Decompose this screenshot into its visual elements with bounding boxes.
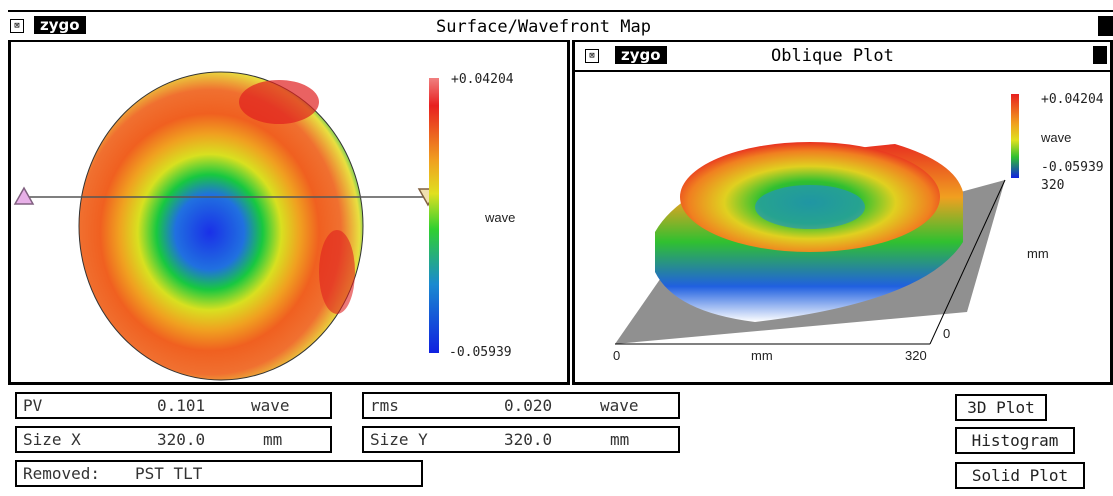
- rms-value: 0.020: [504, 396, 553, 415]
- map-colorbar-unit: wave: [485, 210, 516, 225]
- rms-unit: wave: [600, 396, 639, 415]
- surface-map-disk: [78, 71, 364, 381]
- pv-label: PV: [23, 396, 43, 415]
- oblique-y-axis-min: 0: [943, 326, 951, 341]
- map-colorbar-min: -0.05939: [449, 345, 512, 360]
- oblique-3d-plot: [615, 94, 1019, 345]
- window-title: Surface/Wavefront Map: [436, 17, 651, 37]
- size-y-unit: mm: [610, 430, 630, 449]
- map-colorbar: [429, 78, 439, 353]
- oblique-colorbar-unit: wave: [1041, 130, 1072, 145]
- size-x-field: Size X 320.0 mm: [15, 426, 332, 453]
- map-colorbar-max: +0.04204: [451, 72, 514, 87]
- pv-unit: wave: [251, 396, 290, 415]
- rms-field: rms 0.020 wave: [362, 392, 680, 419]
- size-x-value: 320.0: [157, 430, 206, 449]
- oblique-colorbar: [1011, 94, 1019, 178]
- size-x-label: Size X: [23, 430, 81, 449]
- oblique-title-bar: ⊠ zygo Oblique Plot: [575, 42, 1113, 72]
- oblique-bowl-center: [755, 185, 865, 229]
- hot-spot-upper-right: [239, 80, 319, 124]
- size-y-value: 320.0: [504, 430, 553, 449]
- oblique-plot-panel: ⊠ zygo Oblique Plot: [572, 40, 1113, 385]
- rms-label: rms: [370, 396, 399, 415]
- oblique-x-axis-label: mm: [751, 348, 773, 363]
- removed-label: Removed:: [23, 464, 101, 483]
- removed-field: Removed: PST TLT: [15, 460, 423, 487]
- profile-start-marker-icon[interactable]: [13, 186, 35, 205]
- pv-field: PV 0.101 wave: [15, 392, 332, 419]
- oblique-menu-icon[interactable]: ⊠: [585, 49, 599, 63]
- oblique-title: Oblique Plot: [771, 46, 894, 66]
- surface-map-panel: +0.04204 wave -0.05939: [8, 40, 570, 385]
- oblique-colorbar-extra: 320: [1041, 178, 1065, 193]
- size-y-field: Size Y 320.0 mm: [362, 426, 680, 453]
- zygo-logo: zygo: [34, 16, 86, 34]
- histogram-button[interactable]: Histogram: [955, 427, 1075, 454]
- oblique-x-axis-max: 320: [905, 348, 927, 363]
- 3d-plot-button[interactable]: 3D Plot: [955, 394, 1047, 421]
- oblique-colorbar-max: +0.04204: [1041, 92, 1104, 107]
- size-x-unit: mm: [263, 430, 283, 449]
- removed-value: PST TLT: [135, 464, 203, 483]
- solid-plot-button[interactable]: Solid Plot: [955, 462, 1085, 489]
- oblique-y-axis-label: mm: [1027, 246, 1049, 261]
- title-bar: ⊠ zygo Surface/Wavefront Map: [8, 10, 1113, 42]
- window-menu-icon[interactable]: ⊠: [10, 19, 24, 33]
- size-y-label: Size Y: [370, 430, 428, 449]
- oblique-zygo-logo: zygo: [615, 46, 667, 64]
- oblique-x-axis-min: 0: [613, 348, 621, 363]
- surface-map-plot: [13, 71, 439, 381]
- hot-spot-right: [319, 230, 355, 314]
- oblique-y-axis: [929, 179, 1006, 345]
- oblique-tool-icon[interactable]: [1093, 46, 1107, 64]
- tool-icon[interactable]: [1098, 16, 1113, 36]
- pv-value: 0.101: [157, 396, 206, 415]
- oblique-colorbar-min: -0.05939: [1041, 160, 1104, 175]
